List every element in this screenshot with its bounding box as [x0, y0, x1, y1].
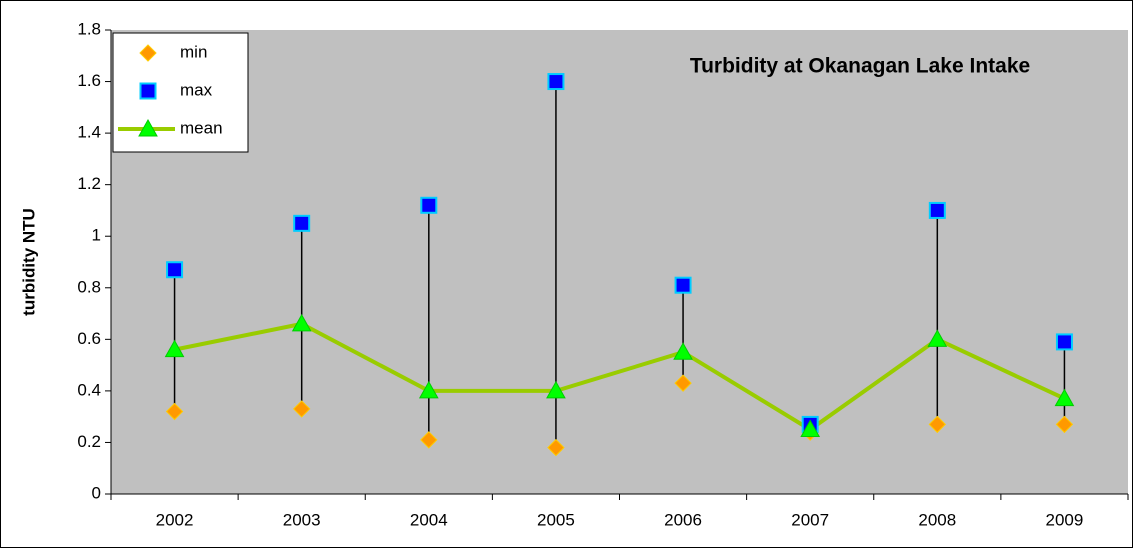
- y-tick-label: 0.8: [77, 277, 101, 296]
- y-tick-label: 1.8: [77, 19, 101, 38]
- point: [166, 261, 184, 279]
- x-tick-label: 2009: [1046, 510, 1084, 529]
- point: [418, 380, 439, 399]
- point: [293, 214, 311, 232]
- point: [674, 374, 692, 392]
- legend: min max mean: [112, 32, 249, 153]
- x-tick-label: 2007: [791, 510, 829, 529]
- x-tick-label: 2002: [156, 510, 194, 529]
- legend-marker: [139, 82, 157, 100]
- point: [420, 431, 438, 449]
- point: [928, 201, 946, 219]
- point: [1054, 388, 1075, 407]
- point: [800, 419, 821, 438]
- y-tick-label: 0.2: [77, 432, 101, 451]
- point: [546, 380, 566, 399]
- legend-marker: [138, 118, 158, 137]
- x-tick-label: 2006: [664, 510, 702, 529]
- point: [164, 339, 185, 358]
- point: [547, 438, 565, 457]
- point: [547, 73, 565, 91]
- y-tick-label: 0.6: [77, 329, 101, 348]
- plot-area: [111, 30, 1128, 494]
- point: [1055, 415, 1074, 434]
- point: [165, 402, 184, 421]
- x-tick-label: 2004: [410, 510, 448, 529]
- point: [673, 342, 693, 360]
- y-tick-label: 1: [92, 226, 101, 245]
- point: [928, 415, 947, 434]
- y-tick-label: 1.6: [77, 71, 101, 90]
- y-tick-label: 1.2: [77, 174, 101, 193]
- chart-title: Turbidity at Okanagan Lake Intake: [690, 55, 1030, 78]
- legend-label: mean: [180, 118, 223, 137]
- legend-marker: [139, 44, 157, 62]
- point: [674, 276, 692, 294]
- marks: [164, 73, 1075, 457]
- y-tick-label: 0.4: [77, 380, 101, 399]
- x-tick-label: 2008: [918, 510, 956, 529]
- y-tick-label: 1.4: [77, 123, 101, 142]
- point: [420, 196, 438, 214]
- point: [291, 313, 312, 332]
- point: [1055, 333, 1073, 351]
- point: [927, 329, 948, 347]
- x-tick-label: 2005: [537, 510, 575, 529]
- y-tick-label: 0: [92, 483, 101, 502]
- legend-box: [112, 32, 249, 153]
- legend-label: min: [180, 42, 207, 61]
- series-line: [174, 321, 1066, 432]
- x-tick-label: 2003: [283, 510, 321, 529]
- point: [292, 400, 311, 418]
- legend-label: max: [180, 80, 213, 99]
- y-axis-title: turbidity NTU: [19, 208, 38, 316]
